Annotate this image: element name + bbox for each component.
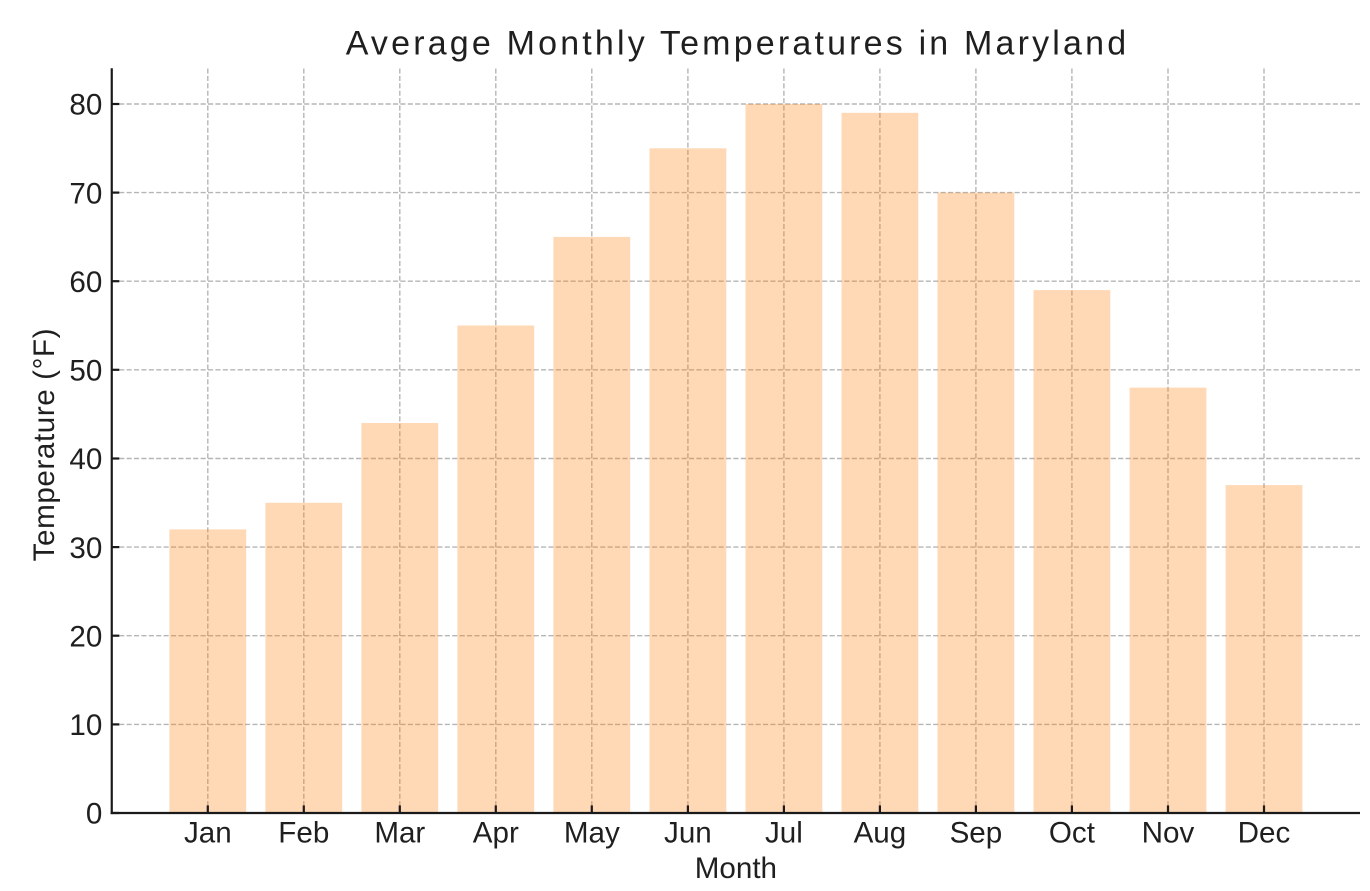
svg-text:70: 70 (69, 177, 102, 210)
svg-text:May: May (564, 817, 620, 850)
svg-text:Oct: Oct (1049, 817, 1095, 850)
svg-text:Feb: Feb (278, 817, 329, 850)
svg-text:Sep: Sep (950, 817, 1003, 850)
svg-text:Jul: Jul (765, 817, 803, 850)
svg-text:60: 60 (69, 266, 102, 299)
svg-text:80: 80 (69, 89, 102, 122)
svg-text:50: 50 (69, 355, 102, 388)
svg-text:Month: Month (695, 852, 777, 885)
svg-text:0: 0 (86, 798, 102, 831)
svg-text:Apr: Apr (473, 817, 519, 850)
svg-text:Jan: Jan (184, 817, 232, 850)
svg-text:Nov: Nov (1142, 817, 1195, 850)
svg-text:Dec: Dec (1238, 817, 1291, 850)
svg-text:30: 30 (69, 532, 102, 565)
svg-text:10: 10 (69, 709, 102, 742)
svg-text:20: 20 (69, 620, 102, 653)
svg-text:Mar: Mar (374, 817, 425, 850)
svg-text:Average Monthly Temperatures i: Average Monthly Temperatures in Maryland (346, 24, 1130, 62)
svg-text:Jun: Jun (664, 817, 712, 850)
svg-text:Aug: Aug (854, 817, 907, 850)
svg-text:40: 40 (69, 443, 102, 476)
svg-text:Temperature (°F): Temperature (°F) (28, 328, 61, 562)
